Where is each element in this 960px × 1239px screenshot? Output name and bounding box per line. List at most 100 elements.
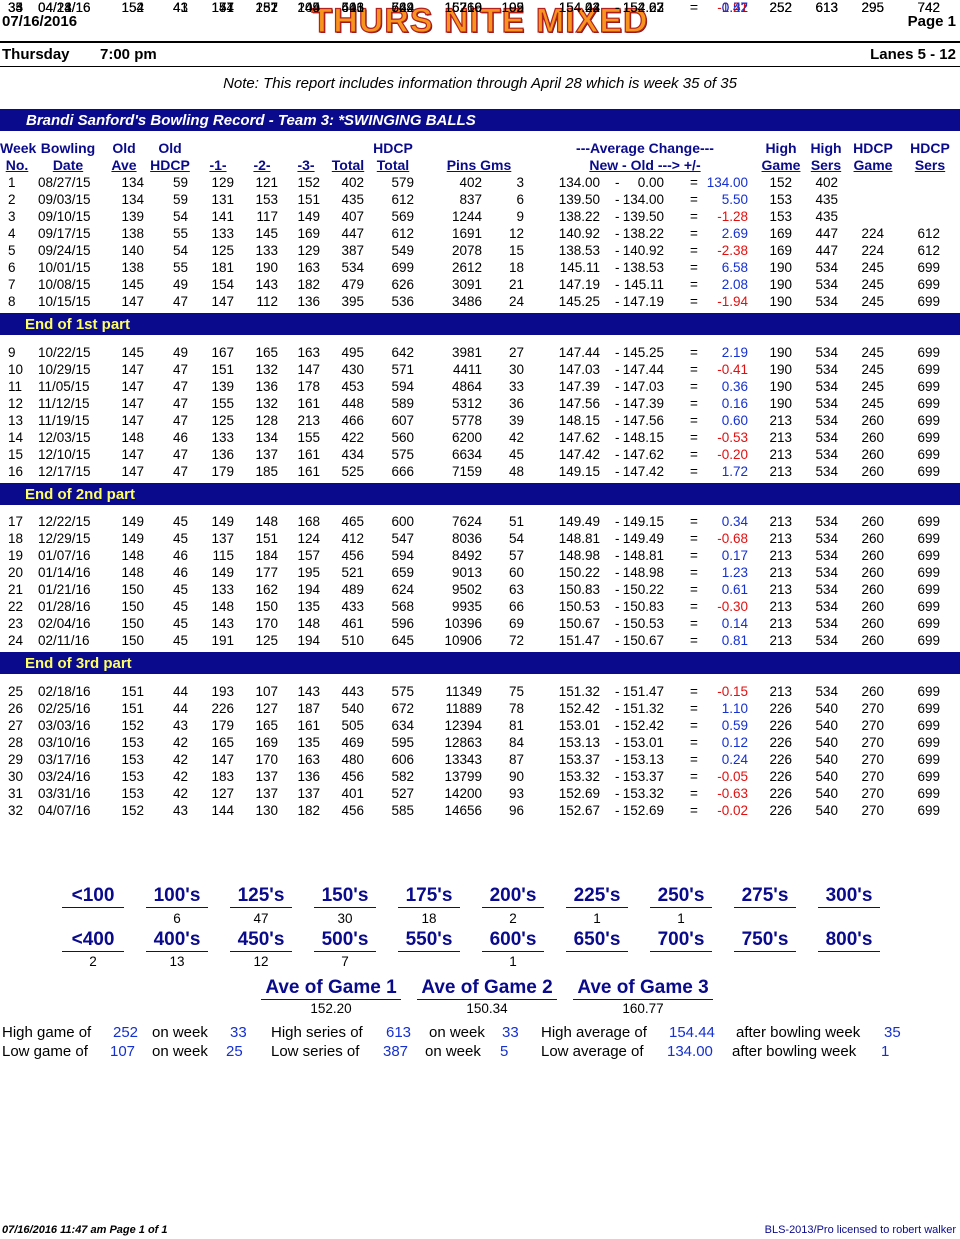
change-equals: = [690,175,698,190]
cell-hdcp-total: 645 [391,632,414,648]
cell-hdcp-series: 699 [917,802,940,818]
game-range-label: 275's [734,885,796,908]
cell-high-game: 226 [769,785,792,801]
cell-games: 33 [508,378,524,394]
cell-week-no: 13 [8,412,24,428]
high-game-label: High game of [2,1024,92,1041]
cell-total: 430 [341,361,364,377]
high-average-value: 154.44 [669,1024,715,1041]
cell-old-ave-change: 147.19 [622,293,664,309]
col-high-series-line2: Sers [810,157,842,173]
cell-hdcp-series: 699 [917,446,940,462]
cell-hdcp-series: 612 [917,225,940,241]
cell-pins: 1691 [451,225,482,241]
cell-game1: 133 [211,429,234,445]
cell-bowl-date: 02/11/16 [38,632,90,648]
low-game-week: 25 [226,1043,243,1060]
cell-game3: 182 [297,276,320,292]
cell-game1: 136 [211,446,234,462]
cell-pins: 5312 [451,395,482,411]
game-range-count: 1 [677,911,685,926]
cell-new-ave: 151.47 [558,632,600,648]
cell-high-game: 213 [769,598,792,614]
table-row: 12 11/12/15 147 47 155 132 161 448 589 5312 36 147.… [0,396,960,413]
cell-total: 435 [341,191,364,207]
cell-bowl-date: 03/31/16 [38,785,91,801]
change-dash: - [615,717,620,733]
low-average-week-label: after bowling week [732,1043,857,1060]
cell-high-series: 534 [815,463,838,479]
cell-pins: 837 [459,191,482,207]
series-range-label: 450's [230,929,292,952]
cell-total: 525 [341,463,364,479]
col-old-ave-line1: Old [112,140,136,156]
game-range-count: 47 [253,911,269,926]
cell-game2: 112 [256,293,278,309]
high-series-label: High series of [271,1024,363,1041]
cell-week-no: 30 [8,768,24,784]
cell-high-game: 153 [769,191,792,207]
col-date-line2: Date [52,157,84,173]
table-row: 27 03/03/16 152 43 179 165 161 505 634 12394 81 153… [0,718,960,735]
cell-old-ave: 149 [121,514,144,529]
cell-new-ave: 147.42 [558,446,600,462]
series-range-label: 750's [734,929,796,952]
cell-game2: 165 [255,717,278,733]
cell-hdcp-total: 594 [391,547,414,563]
cell-game3: 135 [297,598,320,614]
cell-week-no: 18 [8,530,24,546]
cell-pins: 3981 [451,345,482,360]
page-number: Page 1 [907,13,956,30]
cell-old-ave-change: 153.13 [622,751,664,767]
cell-game3: 161 [297,717,320,733]
cell-high-game: 213 [769,615,792,631]
change-equals: = [690,0,698,15]
series-range-label: <400 [62,929,124,952]
cell-old-ave: 147 [121,446,144,462]
cell-old-ave-change: 152.42 [622,717,664,733]
cell-hdcp-game: 270 [861,751,884,767]
cell-new-ave: 148.98 [558,547,600,563]
table-row: 23 02/04/16 150 45 143 170 148 461 596 10396 69 150… [0,616,960,633]
cell-game1: 115 [212,547,234,563]
cell-high-game: 190 [769,293,792,309]
cell-old-ave: 151 [121,700,144,716]
cell-old-ave-change: 147.42 [622,463,664,479]
cell-old-hdcp: 59 [172,191,188,207]
cell-game3: 204 [297,0,320,15]
cell-games: 6 [516,191,524,207]
series-range-label: 800's [818,929,880,952]
cell-bowl-date: 03/10/16 [38,734,91,750]
cell-game1: 191 [211,632,234,648]
cell-change: 2.69 [721,225,748,241]
cell-game3: 149 [297,208,320,224]
cell-old-ave-change: 151.32 [622,700,664,716]
cell-old-ave-change: 150.22 [622,581,664,597]
cell-old-ave: 147 [121,293,144,309]
cell-game2: 177 [255,564,278,580]
cell-game3: 136 [297,768,320,784]
change-dash: - [615,751,620,767]
cell-change: -0.68 [717,530,748,546]
cell-game3: 194 [297,581,320,597]
table-row: 8 10/15/15 147 47 147 112 136 395 536 3486 24 145.2… [0,294,960,311]
change-equals: = [690,547,698,563]
cell-pins: 11889 [445,700,482,716]
cell-games: 72 [508,632,524,648]
cell-high-game: 252 [769,0,792,15]
cell-hdcp-total: 624 [391,581,414,597]
cell-hdcp-series: 699 [917,345,940,360]
cell-game1: 147 [211,751,234,767]
cell-hdcp-game: 260 [861,530,884,546]
change-dash: - [615,802,620,818]
cell-old-ave-change: 153.32 [622,785,664,801]
cell-old-ave-change: 138.22 [622,225,664,241]
game-range-label: 175's [398,885,460,908]
cell-games: 15 [508,242,524,258]
cell-new-ave: 154.44 [558,0,600,15]
col-hdcp-total-line2: Total [376,157,410,173]
cell-week-no: 1 [8,175,16,190]
cell-week-no: 24 [8,632,24,648]
cell-game1: 165 [211,734,234,750]
cell-pins: 4411 [452,361,482,377]
